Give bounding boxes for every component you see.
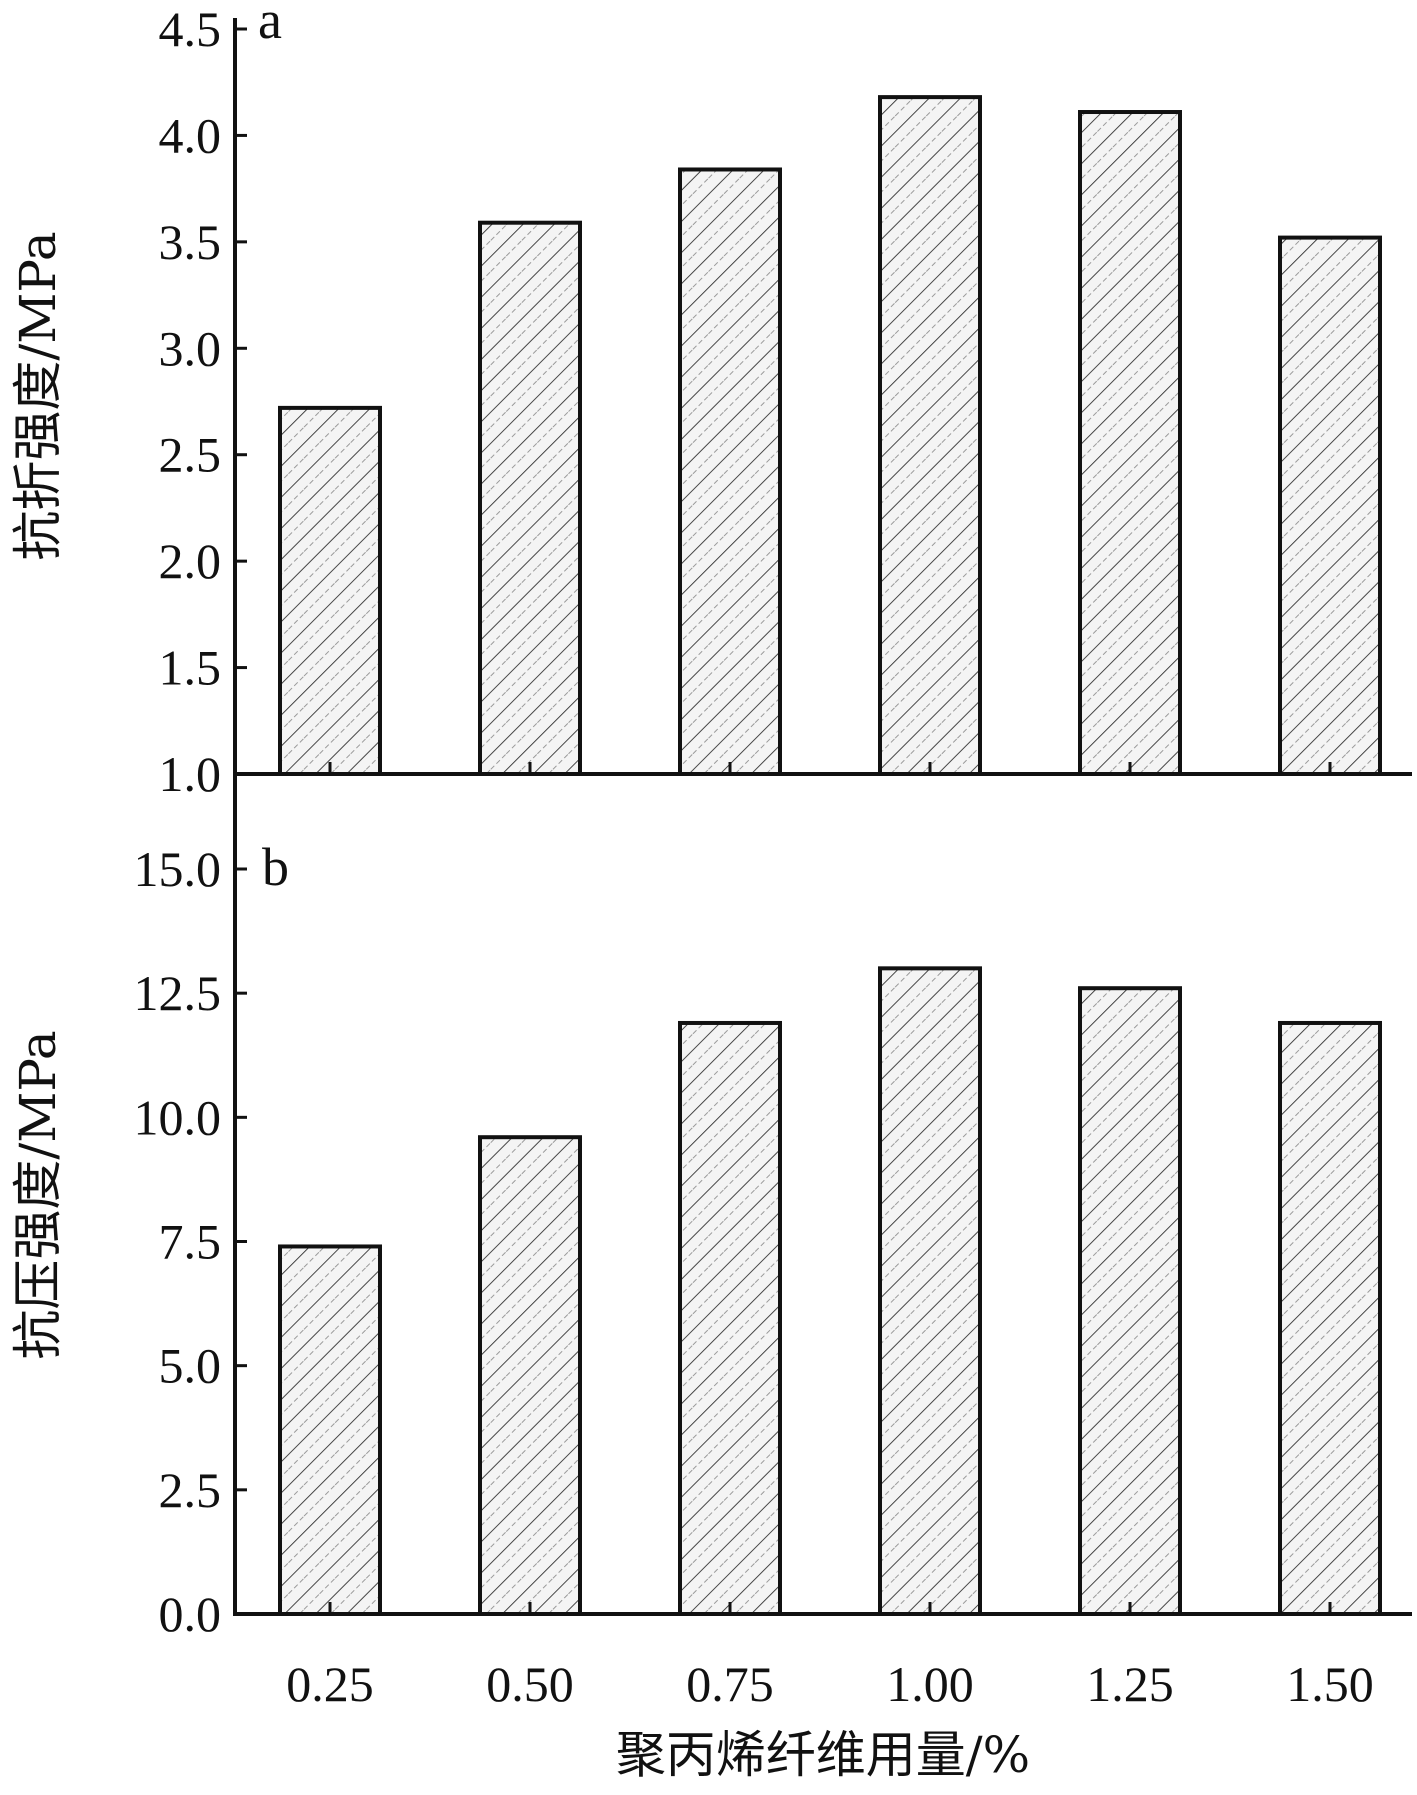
y-axis-ticks-b: 0.0 2.5 5.0 7.5 10.0 12.5 15.0 — [134, 841, 247, 1642]
y-tick-label: 4.5 — [159, 1, 222, 57]
bars-a — [278, 95, 1382, 777]
y-axis-ticks-a: 1.0 1.5 2.0 2.5 3.0 3.5 4.0 4.5 — [159, 1, 247, 802]
x-tick-label: 0.25 — [286, 1656, 374, 1712]
x-tick-label: 1.25 — [1086, 1656, 1174, 1712]
bar-b-1.00 — [878, 966, 982, 1616]
y-tick-label: 10.0 — [134, 1089, 222, 1145]
y-tick-label: 2.0 — [159, 533, 222, 589]
x-tick-label: 1.50 — [1286, 1656, 1374, 1712]
bar-b-0.75 — [678, 1020, 782, 1616]
x-axis-ticks-b: 0.25 0.50 0.75 1.00 1.25 1.50 — [286, 1656, 1374, 1712]
bar-a-1.50 — [1278, 235, 1382, 777]
panel-label-a: a — [258, 0, 282, 50]
bar-a-0.25 — [278, 405, 382, 776]
y-tick-label: 15.0 — [134, 841, 222, 897]
bar-a-0.75 — [678, 167, 782, 776]
bar-a-1.25 — [1078, 110, 1182, 776]
bar-b-1.25 — [1078, 986, 1182, 1616]
y-tick-label: 3.5 — [159, 214, 222, 270]
chart-panel-a: 1.0 1.5 2.0 2.5 3.0 3.5 4.0 4.5 a 抗折强度/MPa — [9, 0, 1412, 802]
y-tick-label: 1.0 — [159, 746, 222, 802]
y-tick-label: 0.0 — [159, 1586, 222, 1642]
chart-panel-b: 0.0 2.5 5.0 7.5 10.0 12.5 15.0 0.25 0.50 0.75 1.0… — [9, 774, 1412, 1784]
bars-b — [278, 966, 1382, 1616]
bar-b-1.50 — [1278, 1020, 1382, 1616]
x-tick-label: 1.00 — [886, 1656, 974, 1712]
bar-b-0.50 — [478, 1135, 582, 1616]
y-tick-label: 12.5 — [134, 965, 222, 1021]
y-tick-label: 2.5 — [159, 1462, 222, 1518]
y-axis-title-a: 抗折强度/MPa — [9, 231, 67, 560]
y-tick-label: 7.5 — [159, 1214, 222, 1270]
bar-a-1.00 — [878, 95, 982, 777]
bar-a-0.50 — [478, 220, 582, 776]
bar-b-0.25 — [278, 1244, 382, 1616]
x-tick-label: 0.50 — [486, 1656, 574, 1712]
x-tick-label: 0.75 — [686, 1656, 774, 1712]
y-axis-title-b: 抗压强度/MPa — [9, 1030, 67, 1359]
y-tick-label: 1.5 — [159, 640, 222, 696]
x-axis-title: 聚丙烯纤维用量/% — [616, 1726, 1030, 1784]
y-tick-label: 5.0 — [159, 1338, 222, 1394]
y-tick-label: 2.5 — [159, 427, 222, 483]
panel-label-b: b — [262, 837, 289, 897]
y-tick-label: 3.0 — [159, 320, 222, 376]
y-tick-label: 4.0 — [159, 107, 222, 163]
